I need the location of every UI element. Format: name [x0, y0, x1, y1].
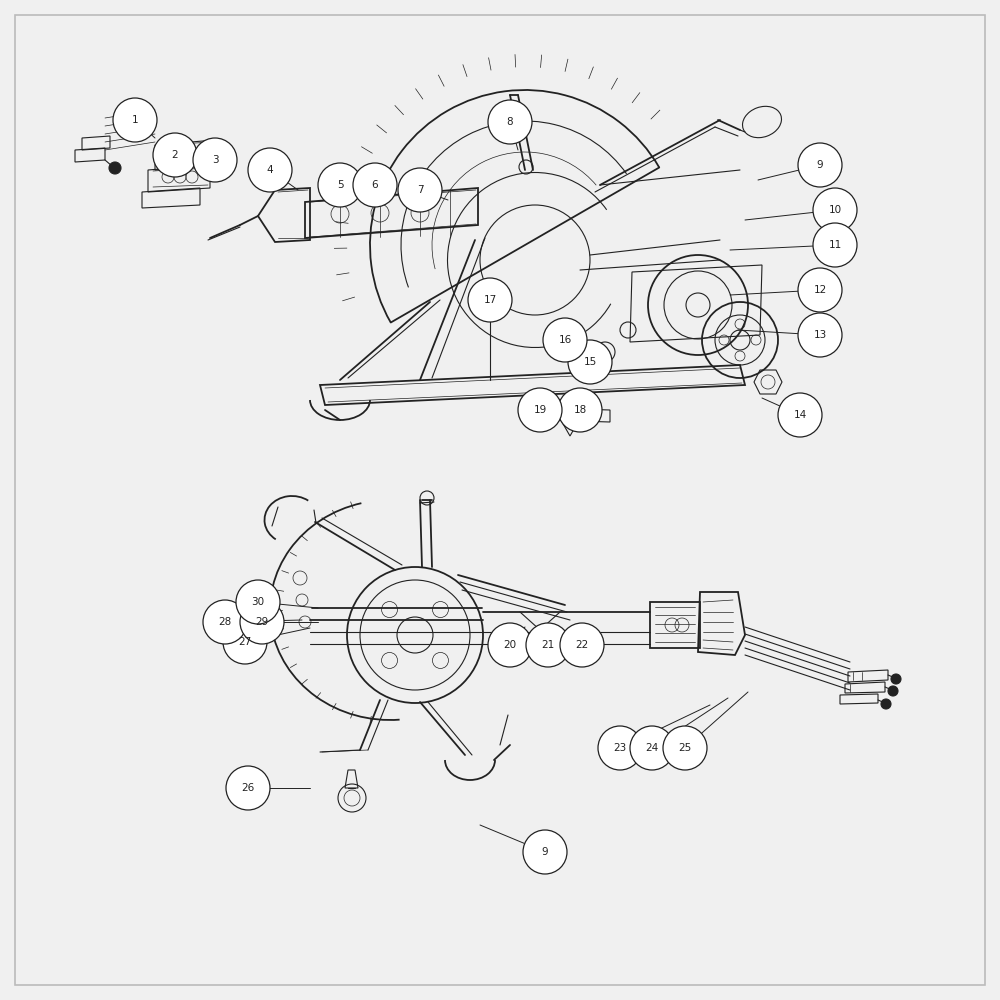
Circle shape — [353, 163, 397, 207]
Circle shape — [881, 699, 891, 709]
Text: 29: 29 — [255, 617, 269, 627]
Circle shape — [560, 623, 604, 667]
Text: 1: 1 — [132, 115, 138, 125]
Circle shape — [113, 98, 157, 142]
Text: 8: 8 — [507, 117, 513, 127]
Text: 27: 27 — [238, 637, 252, 647]
Text: 9: 9 — [542, 847, 548, 857]
Text: 12: 12 — [813, 285, 827, 295]
Circle shape — [398, 168, 442, 212]
Circle shape — [318, 163, 362, 207]
Circle shape — [891, 674, 901, 684]
Circle shape — [630, 726, 674, 770]
Circle shape — [109, 162, 121, 174]
Circle shape — [240, 600, 284, 644]
Text: 4: 4 — [267, 165, 273, 175]
Text: 24: 24 — [645, 743, 659, 753]
Circle shape — [203, 600, 247, 644]
Text: 18: 18 — [573, 405, 587, 415]
Circle shape — [518, 388, 562, 432]
Text: 13: 13 — [813, 330, 827, 340]
Circle shape — [236, 580, 280, 624]
Text: 7: 7 — [417, 185, 423, 195]
Circle shape — [488, 100, 532, 144]
Circle shape — [226, 766, 270, 810]
Text: 25: 25 — [678, 743, 692, 753]
Circle shape — [526, 623, 570, 667]
Text: 17: 17 — [483, 295, 497, 305]
Text: 19: 19 — [533, 405, 547, 415]
Circle shape — [813, 188, 857, 232]
Circle shape — [813, 223, 857, 267]
Text: 10: 10 — [828, 205, 842, 215]
Text: 9: 9 — [817, 160, 823, 170]
Circle shape — [523, 830, 567, 874]
Text: 23: 23 — [613, 743, 627, 753]
Text: 26: 26 — [241, 783, 255, 793]
Circle shape — [798, 268, 842, 312]
Text: 20: 20 — [503, 640, 517, 650]
Circle shape — [888, 686, 898, 696]
Circle shape — [663, 726, 707, 770]
Circle shape — [223, 620, 267, 664]
Circle shape — [543, 318, 587, 362]
Text: 28: 28 — [218, 617, 232, 627]
Text: 14: 14 — [793, 410, 807, 420]
Text: 22: 22 — [575, 640, 589, 650]
Circle shape — [468, 278, 512, 322]
Circle shape — [598, 726, 642, 770]
Text: 3: 3 — [212, 155, 218, 165]
Circle shape — [798, 143, 842, 187]
Circle shape — [558, 388, 602, 432]
Circle shape — [778, 393, 822, 437]
Circle shape — [193, 138, 237, 182]
Text: 21: 21 — [541, 640, 555, 650]
Text: 6: 6 — [372, 180, 378, 190]
Text: 16: 16 — [558, 335, 572, 345]
Circle shape — [153, 133, 197, 177]
Text: 11: 11 — [828, 240, 842, 250]
Circle shape — [248, 148, 292, 192]
Circle shape — [798, 313, 842, 357]
Circle shape — [568, 340, 612, 384]
Text: 2: 2 — [172, 150, 178, 160]
Text: 30: 30 — [251, 597, 265, 607]
Text: 5: 5 — [337, 180, 343, 190]
Text: 15: 15 — [583, 357, 597, 367]
Circle shape — [488, 623, 532, 667]
